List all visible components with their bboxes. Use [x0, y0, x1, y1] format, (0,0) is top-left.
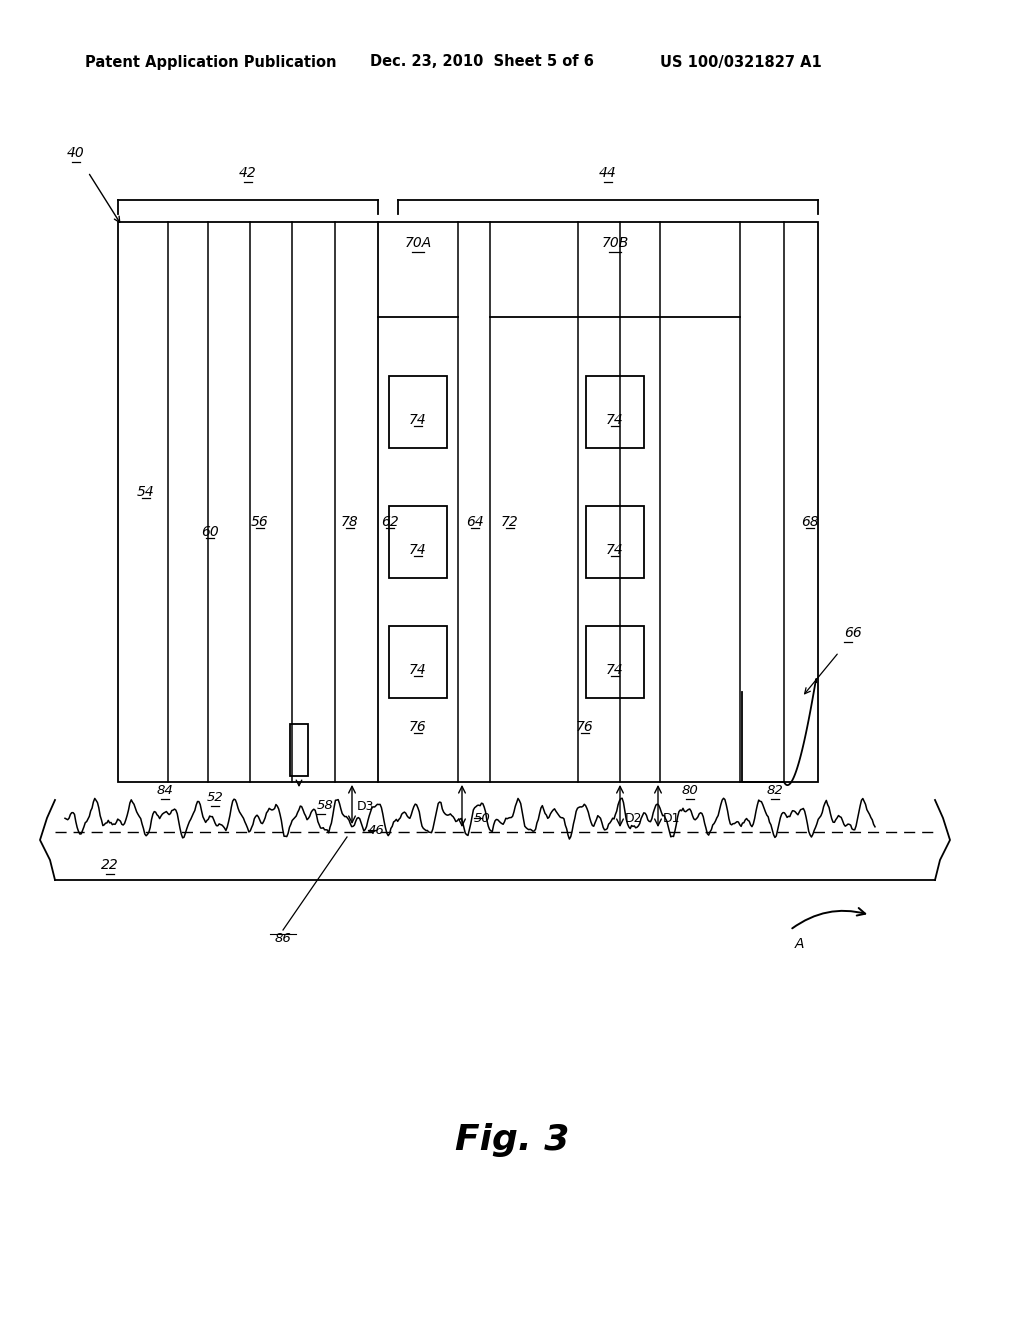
Text: D2: D2 — [625, 812, 642, 825]
Text: 54: 54 — [137, 484, 155, 499]
Text: D1: D1 — [663, 812, 681, 825]
Text: 72: 72 — [501, 515, 519, 529]
Text: 82: 82 — [767, 784, 783, 797]
Text: 40: 40 — [68, 147, 85, 160]
Text: 70B: 70B — [601, 236, 629, 249]
Text: US 100/0321827 A1: US 100/0321827 A1 — [660, 54, 821, 70]
Text: 44: 44 — [599, 166, 616, 180]
Text: A: A — [795, 937, 805, 950]
Text: 46: 46 — [368, 824, 385, 837]
Text: 76: 76 — [577, 719, 594, 734]
Text: 74: 74 — [410, 663, 427, 677]
Bar — [389, 506, 447, 578]
Text: 86: 86 — [274, 932, 292, 945]
Text: 74: 74 — [606, 663, 624, 677]
Text: D3: D3 — [357, 800, 375, 813]
Bar — [389, 626, 447, 698]
Bar — [389, 376, 447, 447]
Text: 74: 74 — [410, 413, 427, 426]
Text: Dec. 23, 2010  Sheet 5 of 6: Dec. 23, 2010 Sheet 5 of 6 — [370, 54, 594, 70]
Text: 60: 60 — [201, 525, 219, 539]
Bar — [290, 723, 308, 776]
Bar — [586, 376, 644, 447]
Text: 56: 56 — [251, 515, 269, 529]
Bar — [118, 222, 818, 781]
Bar — [586, 506, 644, 578]
Text: Patent Application Publication: Patent Application Publication — [85, 54, 337, 70]
Text: 74: 74 — [606, 413, 624, 426]
Text: 68: 68 — [801, 515, 819, 529]
Text: 52: 52 — [207, 791, 223, 804]
Text: 62: 62 — [381, 515, 399, 529]
Text: 74: 74 — [410, 543, 427, 557]
Text: 78: 78 — [341, 515, 358, 529]
Text: 50: 50 — [474, 812, 490, 825]
Text: 70A: 70A — [404, 236, 432, 249]
Text: 76: 76 — [410, 719, 427, 734]
Text: 66: 66 — [844, 626, 862, 640]
Text: 58: 58 — [317, 799, 334, 812]
Bar — [586, 626, 644, 698]
Text: 42: 42 — [240, 166, 257, 180]
Text: 22: 22 — [101, 858, 119, 873]
Text: 80: 80 — [682, 784, 698, 797]
Text: Fig. 3: Fig. 3 — [455, 1123, 569, 1158]
Text: 74: 74 — [606, 543, 624, 557]
Text: 64: 64 — [466, 515, 484, 529]
Text: 84: 84 — [157, 784, 173, 797]
